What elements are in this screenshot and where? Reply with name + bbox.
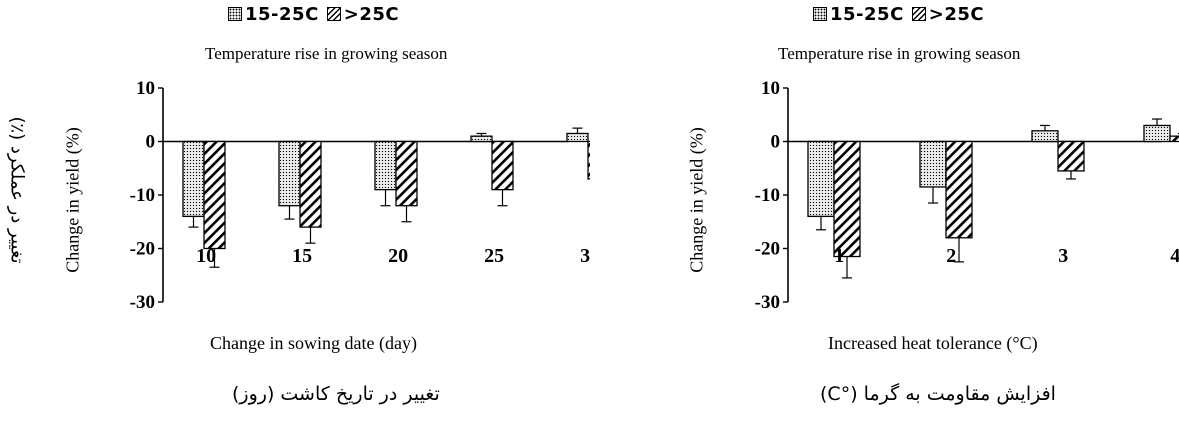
bar-series-above-25c (833, 140, 861, 258)
bar-series-above-25c (945, 140, 973, 239)
legend-swatch-dotted (228, 7, 242, 21)
y-tick-label: -30 (130, 292, 155, 313)
bar-series-15-25c (470, 135, 493, 143)
bar-series-15-25c (919, 140, 947, 188)
x-category-label: 25 (484, 245, 504, 267)
x-category-label: 10 (196, 245, 216, 267)
chart-panel-sowing-date: 15-25C >25C Temperature rise in growing s… (63, 4, 590, 405)
x-axis-label: Increased heat tolerance (°C) (828, 333, 1038, 353)
chart-subtitle: Temperature rise in growing season (778, 44, 1021, 63)
chart-legend: 15-25C >25C (228, 4, 399, 25)
y-tick-label: -30 (755, 292, 780, 313)
x-axis-label-persian: تغییر در تاریخ کاشت (روز) (232, 383, 440, 405)
x-category-label: 20 (388, 245, 408, 267)
bar-series-above-25c (491, 140, 514, 191)
y-tick-label: 10 (136, 78, 155, 99)
bar-series-15-25c (807, 140, 835, 218)
x-category-label: 2 (946, 245, 956, 267)
x-category-label: 3 (1058, 245, 1068, 267)
bar-series-above-25c (203, 140, 226, 250)
bar-series-15-25c (182, 140, 205, 218)
y-tick-label: -20 (755, 239, 780, 260)
bar-series-15-25c (1031, 130, 1059, 143)
y-tick-label: -10 (130, 185, 155, 206)
bar-chart-sowing-date: 10 0 -10 -20 -30 10 15 20 25 30 (130, 78, 590, 313)
y-tick-label: -20 (130, 239, 155, 260)
x-category-label: 1 (834, 245, 844, 267)
bar-series-above-25c (587, 140, 590, 180)
x-category-label: 15 (292, 245, 312, 267)
x-axis-label-persian: افزایش مقاومت به گرما (°C) (820, 383, 1056, 405)
y-tick-label: 0 (146, 132, 156, 153)
legend-swatch-dotted (813, 7, 827, 21)
bar-series-15-25c (278, 140, 301, 207)
bar-chart-heat-tolerance: 10 0 -10 -20 -30 1 2 3 4 (755, 78, 1179, 313)
bar-series-above-25c (299, 140, 322, 228)
legend-label-series-2: >25C (928, 4, 985, 25)
bar-series-15-25c (374, 140, 397, 191)
chart-subtitle: Temperature rise in growing season (205, 44, 448, 63)
bar-series-above-25c (395, 140, 418, 207)
bar-series-above-25c (1169, 135, 1179, 143)
y-tick-label: 10 (761, 78, 780, 99)
y-tick-label: 0 (771, 132, 781, 153)
bar-series-15-25c (566, 132, 589, 143)
x-axis-label: Change in sowing date (day) (210, 333, 417, 353)
y-tick-label: -10 (755, 185, 780, 206)
chart-legend: 15-25C >25C (813, 4, 984, 25)
legend-label-series-1: 15-25C (830, 4, 904, 25)
legend-swatch-hatched (911, 7, 926, 21)
bar-series-above-25c (1057, 140, 1085, 172)
x-category-label: 4 (1170, 245, 1179, 267)
legend-label-series-1: 15-25C (245, 4, 319, 25)
legend-label-series-2: >25C (343, 4, 400, 25)
x-category-label: 30 (580, 245, 590, 267)
bar-series-15-25c (1143, 124, 1171, 143)
legend-swatch-hatched (326, 7, 341, 21)
chart-panel-heat-tolerance: 15-25C >25C Temperature rise in growing s… (590, 0, 1179, 425)
